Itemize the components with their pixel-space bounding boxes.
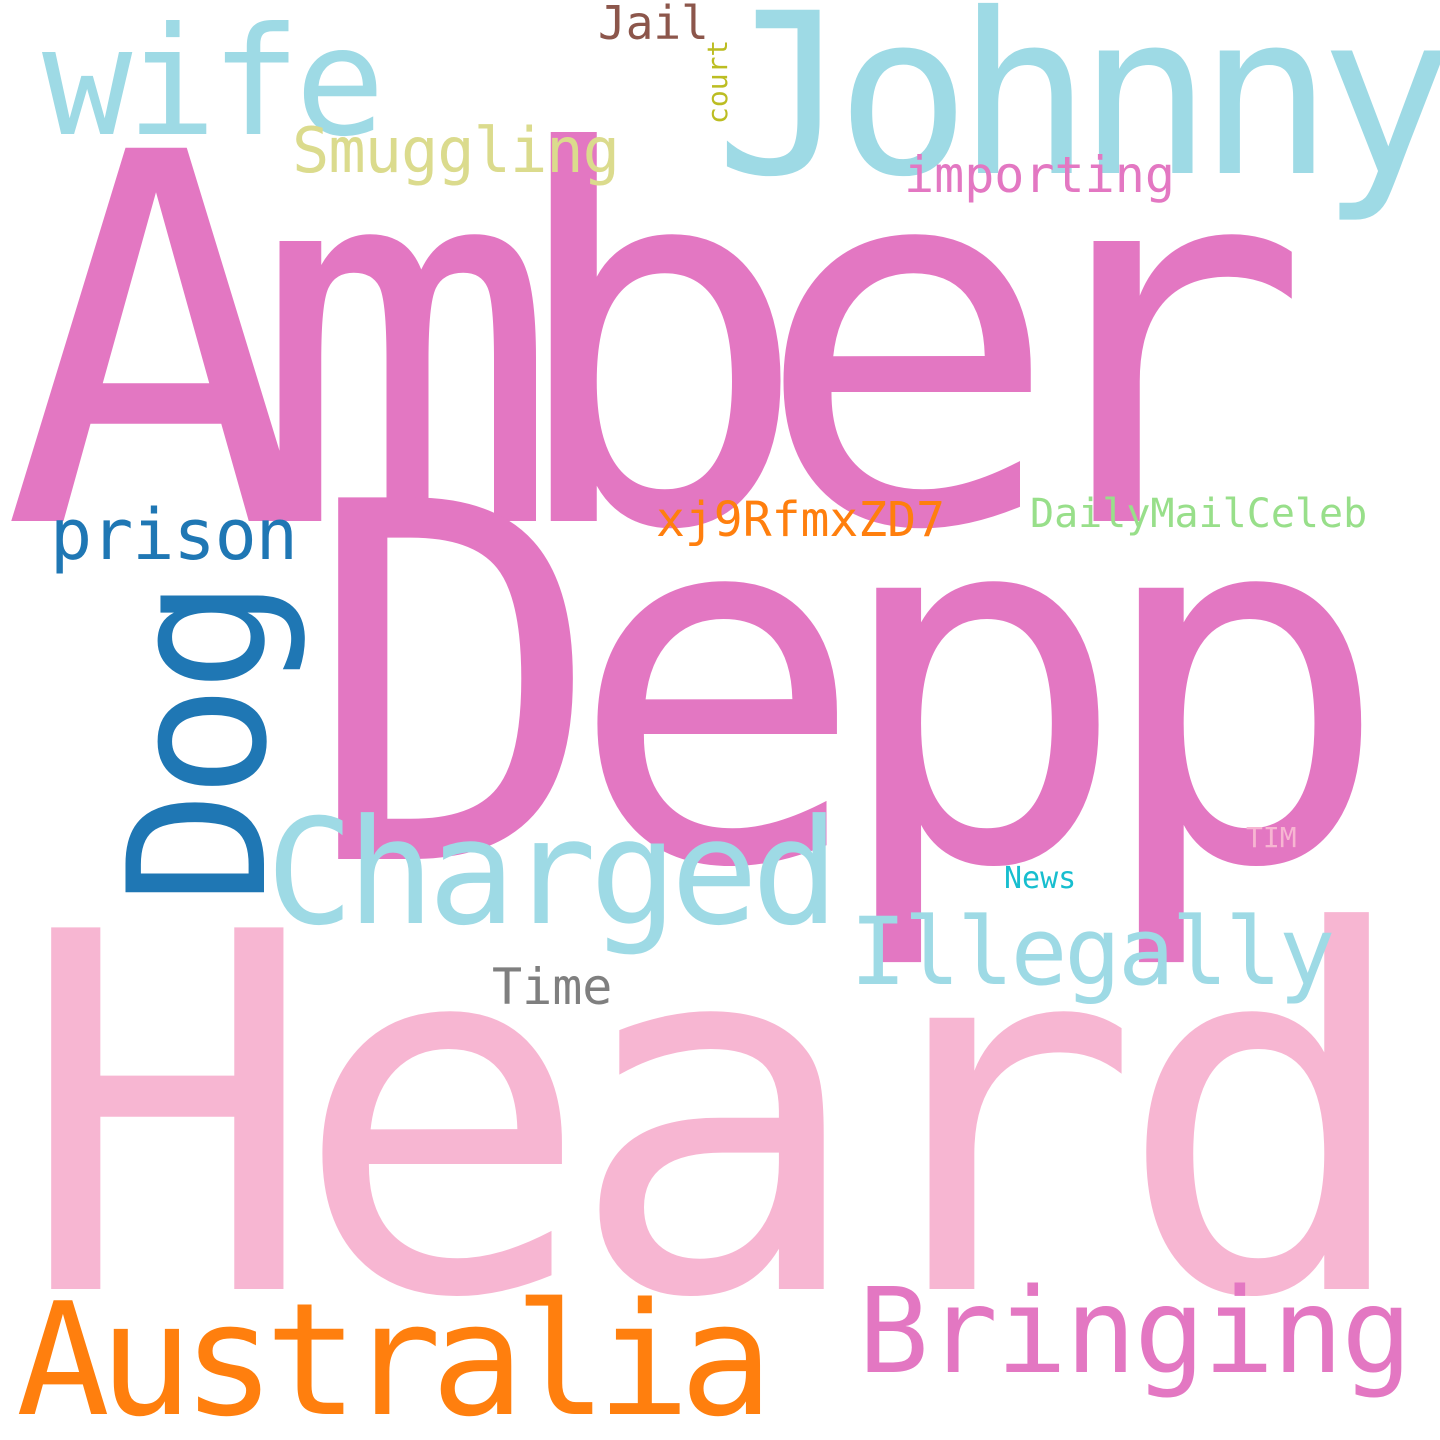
word-time: Time: [492, 958, 613, 1016]
word-prison: prison: [50, 494, 298, 576]
word-news: News: [1004, 861, 1077, 896]
word-heard: Heard: [18, 829, 1415, 1406]
word-bringing: Bringing: [858, 1262, 1412, 1400]
word-smuggling: Smuggling: [292, 114, 620, 187]
word-illegally: Illegally: [850, 898, 1335, 1007]
word-johnny: Johnny: [715, 0, 1440, 226]
word-amber: Amber: [2, 46, 1311, 642]
word-wife: wife: [42, 0, 385, 170]
word-tim: TIM: [1246, 821, 1297, 854]
word-jail: Jail: [598, 0, 709, 50]
word-dailymailceleb: DailyMailCeleb: [1030, 491, 1368, 537]
word-xj9RfmxZD7: xj9RfmxZD7: [656, 492, 945, 548]
word-depp: Depp: [305, 399, 1391, 976]
word-court: court: [701, 39, 734, 124]
word-charged: Charged: [266, 788, 839, 958]
word-importing: importing: [904, 146, 1175, 204]
word-australia: Australia: [16, 1269, 773, 1440]
